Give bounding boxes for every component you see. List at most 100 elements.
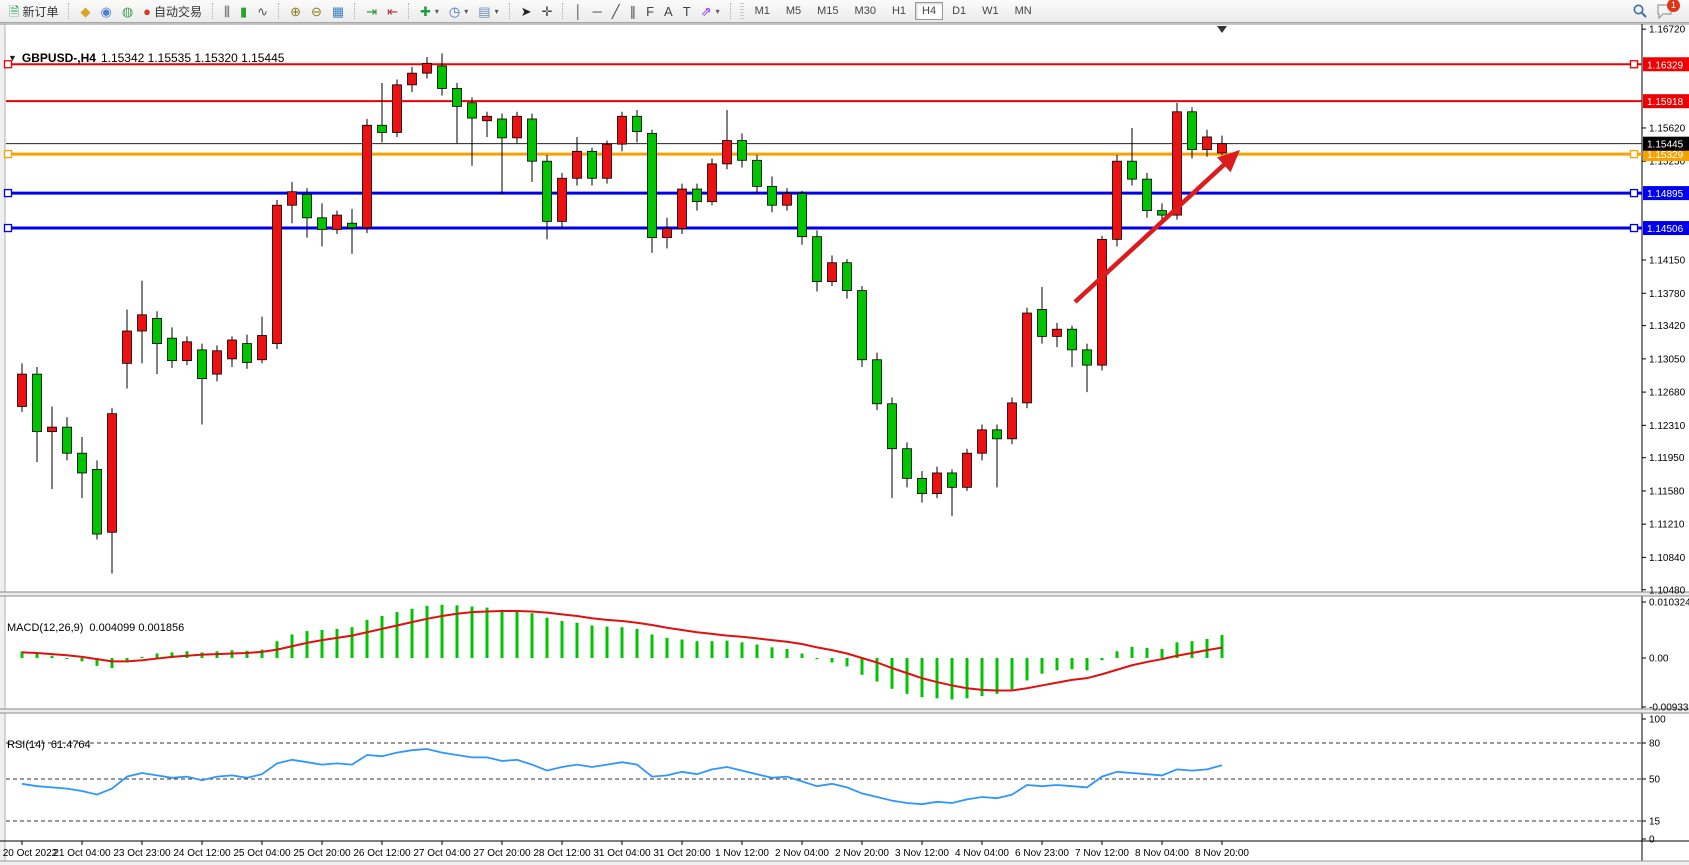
macd-histogram-bar: [1160, 649, 1164, 658]
line-handle[interactable]: [3, 223, 13, 233]
price-tick-label: 1.10480: [1649, 585, 1686, 596]
time-tick-label: 28 Oct 12:00: [533, 848, 591, 859]
equidistant-channel-button[interactable]: ∥: [625, 1, 642, 22]
candle: [422, 56, 432, 79]
horizontal-line-button[interactable]: ─: [588, 1, 607, 22]
macd-histogram-bar: [770, 647, 774, 658]
time-tick-label: 7 Nov 12:00: [1075, 848, 1129, 859]
candle: [827, 255, 837, 287]
price-tick-label: 1.11210: [1649, 520, 1685, 531]
terminal-button[interactable]: ◍: [117, 1, 138, 22]
zoom-out-button[interactable]: ⊖: [306, 1, 327, 22]
templates-button[interactable]: ▤ ▾: [473, 1, 503, 22]
chat-badge: 1: [1667, 0, 1680, 12]
cursor-icon: ➤: [520, 3, 532, 19]
candle: [767, 176, 777, 213]
periods-dropdown-icon[interactable]: ▾: [464, 6, 469, 16]
add-indicator-dropdown-icon[interactable]: ▾: [434, 6, 439, 16]
rsi-value: 61.4764: [50, 739, 91, 751]
search-icon[interactable]: [1632, 3, 1648, 19]
chevron-down-icon[interactable]: ▼: [8, 53, 17, 63]
chart-shift-button[interactable]: ⇥: [361, 1, 382, 22]
candle: [857, 286, 867, 367]
tile-windows-button[interactable]: ▦: [327, 1, 349, 22]
tf-button-M1[interactable]: M1: [754, 5, 770, 17]
arrows-tool-dropdown-icon[interactable]: ▾: [715, 6, 720, 16]
text-button[interactable]: A: [659, 1, 678, 22]
zoom-in-button[interactable]: ⊕: [285, 1, 306, 22]
periods-icon: ◷: [448, 3, 461, 19]
candlestick-mode-button[interactable]: ▮: [235, 1, 252, 22]
vertical-line-button[interactable]: │: [569, 1, 587, 22]
rsi-tick-label: 50: [1649, 775, 1661, 786]
text-label-button[interactable]: T: [678, 1, 696, 22]
candle-body: [917, 477, 927, 495]
tf-button-D1[interactable]: D1: [952, 5, 967, 17]
line-chart-mode-button[interactable]: ∿: [252, 1, 273, 22]
tf-button-M30[interactable]: M30: [854, 5, 876, 17]
market-watch-button[interactable]: ◆: [75, 1, 95, 22]
fibonacci-button[interactable]: F: [641, 1, 659, 22]
line-handle[interactable]: [1629, 60, 1639, 69]
macd-histogram-bar: [1145, 647, 1149, 658]
arrows-tool-icon: ⇗: [700, 3, 712, 19]
line-handle[interactable]: [3, 60, 13, 69]
macd-histogram-bar: [95, 658, 99, 666]
candle-body: [767, 185, 777, 206]
tile-windows-icon: ▦: [331, 3, 345, 19]
price-tick-label: 1.13780: [1649, 289, 1686, 300]
cursor-button[interactable]: ➤: [516, 1, 537, 22]
candle: [197, 343, 207, 425]
tf-button-MN[interactable]: MN: [1014, 5, 1032, 17]
line-handle[interactable]: [1629, 149, 1639, 159]
tf-button-M5[interactable]: M5: [785, 5, 802, 17]
price-badge-text: 1.15329: [1647, 150, 1684, 161]
add-indicator-button[interactable]: ✚ ▾: [415, 1, 444, 22]
candle: [1172, 102, 1182, 220]
text-label-icon: T: [682, 3, 691, 19]
tf-button-M15[interactable]: M15: [817, 5, 839, 17]
trendline-icon: ╱: [611, 3, 620, 19]
pane-splitter[interactable]: [0, 592, 1689, 596]
chart-window: 1.16720 1.15620 1.15250 1.14150 1.13780 1.134…: [0, 23, 1689, 865]
trendline-button[interactable]: ╱: [607, 1, 625, 22]
tf-button-H1[interactable]: H1: [891, 5, 907, 17]
macd-histogram-bar: [755, 644, 759, 658]
candle: [722, 109, 732, 170]
tf-button-H4[interactable]: H4: [915, 2, 944, 20]
bar-chart-mode-button[interactable]: ⫼: [219, 1, 235, 22]
macd-histogram-bar: [695, 641, 699, 658]
macd-histogram-bar: [335, 628, 339, 658]
candle: [1142, 172, 1152, 218]
macd-histogram-bar: [620, 627, 624, 658]
candle-body: [947, 472, 957, 488]
navigator-button[interactable]: ◉: [95, 1, 116, 22]
candle-body: [572, 150, 582, 179]
candle-body: [317, 217, 327, 230]
templates-dropdown-icon[interactable]: ▾: [494, 6, 499, 16]
periods-button[interactable]: ◷ ▾: [444, 1, 473, 22]
line-handle[interactable]: [3, 149, 13, 159]
trend-arrow-shaft[interactable]: [1073, 159, 1230, 304]
pane-splitter[interactable]: [0, 709, 1689, 713]
candle: [317, 203, 327, 247]
auto-scroll-button[interactable]: ⇤: [382, 1, 403, 22]
candle-body: [62, 426, 72, 454]
rsi-line: [21, 748, 1223, 806]
line-handle[interactable]: [1629, 188, 1639, 198]
time-tick-label: 27 Oct 20:00: [473, 848, 531, 859]
arrows-tool-button[interactable]: ⇗ ▾: [696, 1, 725, 22]
line-handle[interactable]: [1629, 223, 1639, 233]
candlestick-mode-icon: ▮: [240, 3, 248, 19]
time-tick-label: 23 Oct 23:00: [113, 848, 171, 859]
crosshair-button[interactable]: ✛: [537, 1, 558, 22]
line-handle[interactable]: [3, 188, 13, 198]
auto-trading-button[interactable]: ● 自动交易: [138, 1, 207, 22]
new-order-button[interactable]: 🗎 新订单: [4, 1, 63, 22]
tf-button-W1[interactable]: W1: [982, 5, 999, 17]
trend-arrow-head[interactable]: [1217, 150, 1240, 173]
macd-histogram-bar: [635, 628, 639, 658]
macd-histogram-bar: [530, 613, 534, 658]
equidistant-channel-icon: ∥: [629, 3, 637, 19]
chat-icon[interactable]: 1: [1656, 0, 1680, 19]
